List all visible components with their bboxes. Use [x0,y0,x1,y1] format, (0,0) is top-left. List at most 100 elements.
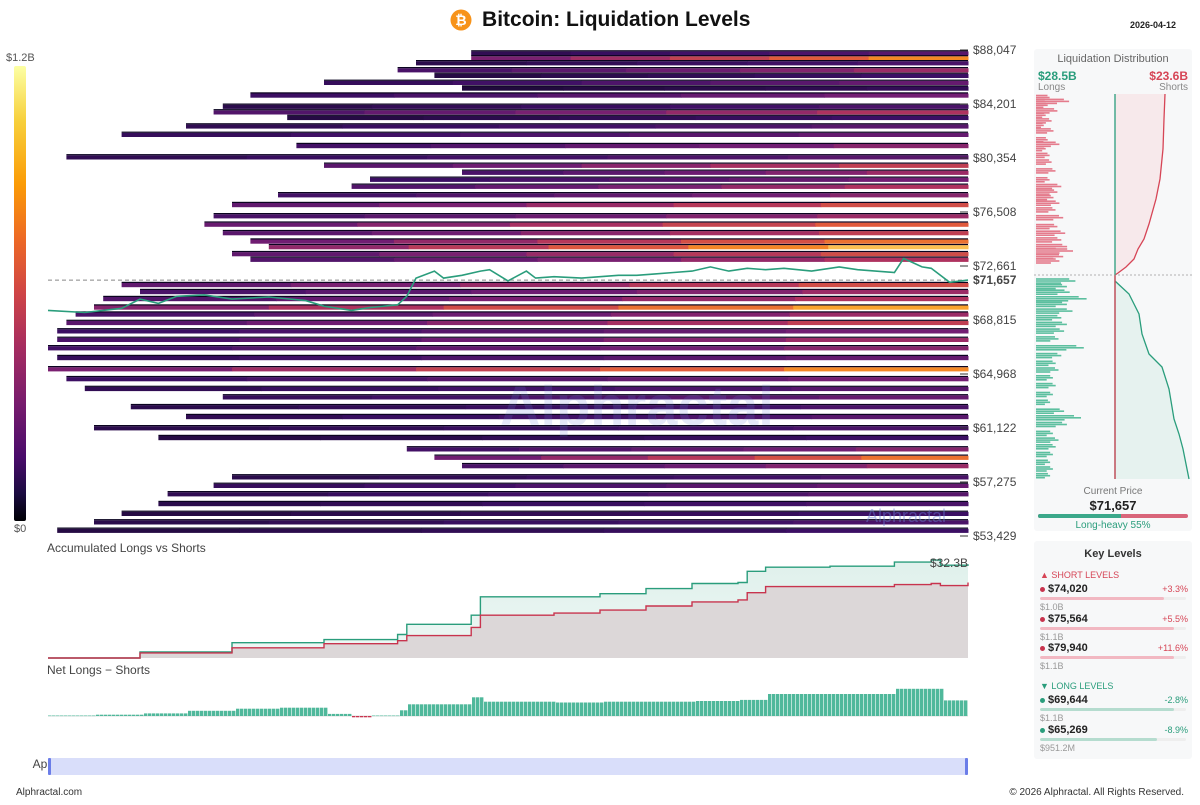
heatmap-band [278,193,417,198]
net-bar [320,707,324,716]
net-bar [428,704,432,716]
heatmap-band [785,356,969,361]
net-bar [460,704,464,716]
heatmap-band-edge [57,527,968,529]
long-level-item[interactable]: $65,269 -8.9% $951.2M [1038,724,1190,754]
heatmap-band-edge [397,67,969,69]
long-dist-bar [1036,425,1056,428]
long-level-item[interactable]: $69,644 -2.8% $1.1B [1038,694,1190,724]
short-dist-bar [1036,126,1041,129]
net-bar [552,701,556,716]
heatmap-band [462,170,564,175]
net-bar [268,708,272,716]
level-value: $1.0B [1040,602,1064,612]
short-dist-bar [1036,94,1048,97]
net-bar [592,702,596,716]
net-bar [256,708,260,716]
net-bar [360,716,364,718]
net-bar [468,704,472,716]
net-bar [188,710,192,716]
long-dist-bar [1036,283,1063,286]
cumulative-shorts-line [1114,93,1166,276]
acc-value-label: $32.3B [930,556,968,570]
short-dist-bar [1036,230,1061,232]
level-bar-fill [1040,708,1175,711]
heatmap-band-edge [462,169,968,171]
heatmap-band [526,475,675,480]
net-bar [216,710,220,716]
short-dist-bar [1036,250,1073,252]
long-dist-bar [1036,472,1048,475]
net-bar [736,701,740,716]
short-dist-bar [1036,245,1068,248]
slider-handle-left[interactable] [48,758,51,775]
short-level-item[interactable]: $74,020 +3.3% $1.0B [1038,583,1190,613]
heatmap-band [423,115,561,121]
heatmap-band [443,305,619,310]
acc-longs-line [48,559,969,659]
net-bar [384,715,388,717]
short-dist-bar [1036,255,1064,258]
net-bar [696,701,700,716]
net-bar [600,702,604,716]
net-bar [224,710,228,716]
short-dist-bar [1036,139,1048,141]
long-dist-bar [1036,466,1051,468]
heatmap-band [364,483,516,488]
net-bar [284,707,288,716]
heatmap-band [611,312,790,317]
y-tick-label: $88,047 [973,43,1017,57]
heatmap-band [438,386,616,392]
heatmap-band [798,511,969,516]
heatmap-band-edge [48,345,968,347]
net-bar [492,701,496,716]
long-dist-bar [1036,448,1049,450]
level-price: $65,269 [1048,724,1088,736]
heatmap-band [498,415,656,420]
net-bar [896,688,900,716]
level-percent: +11.6% [1157,643,1188,653]
short-level-item[interactable]: $79,940 +11.6% $1.1B [1038,642,1190,672]
heatmap-band [765,170,868,175]
heatmap-band [800,405,969,410]
heatmap-band [710,163,840,168]
time-range-slider[interactable] [48,758,968,775]
long-dist-bar [1036,379,1047,381]
short-level-item[interactable]: $75,564 +5.5% $1.1B [1038,613,1190,643]
level-value: $1.1B [1040,661,1064,671]
net-bar [432,704,436,716]
net-bar [116,714,120,716]
net-bar [352,716,356,718]
heatmap-band [474,184,599,189]
net-bar [876,694,880,716]
short-levels-header: ▲ SHORT LEVELS [1040,570,1120,580]
heatmap-band [787,377,969,382]
net-bar [572,702,576,716]
net-bar [424,704,428,716]
long-dist-bar [1036,468,1053,470]
heatmap-band-edge [222,103,969,105]
net-bar [944,700,948,716]
slider-handle-right[interactable] [965,758,968,775]
heatmap-band [94,305,270,310]
heatmap-band [57,329,240,334]
heatmap-band-edge [434,72,968,74]
heatmap-band [276,297,450,302]
net-bar [92,715,96,717]
heatmap-band-edge [213,213,969,215]
net-bar [80,715,84,717]
net-bar [300,707,304,716]
long-dist-bar [1036,305,1056,308]
heatmap-band [695,115,833,121]
long-dist-bar [1036,347,1084,349]
heatmap-band [94,426,270,431]
net-bar [868,694,872,716]
price-line [47,257,969,314]
long-dist-bar [1036,441,1051,443]
net-bar [636,701,640,716]
net-bar [228,710,232,716]
long-short-bias-bar [1038,514,1188,518]
long-dist-bar [1036,410,1065,412]
heatmap-band [647,455,755,460]
heatmap-band [830,193,969,198]
